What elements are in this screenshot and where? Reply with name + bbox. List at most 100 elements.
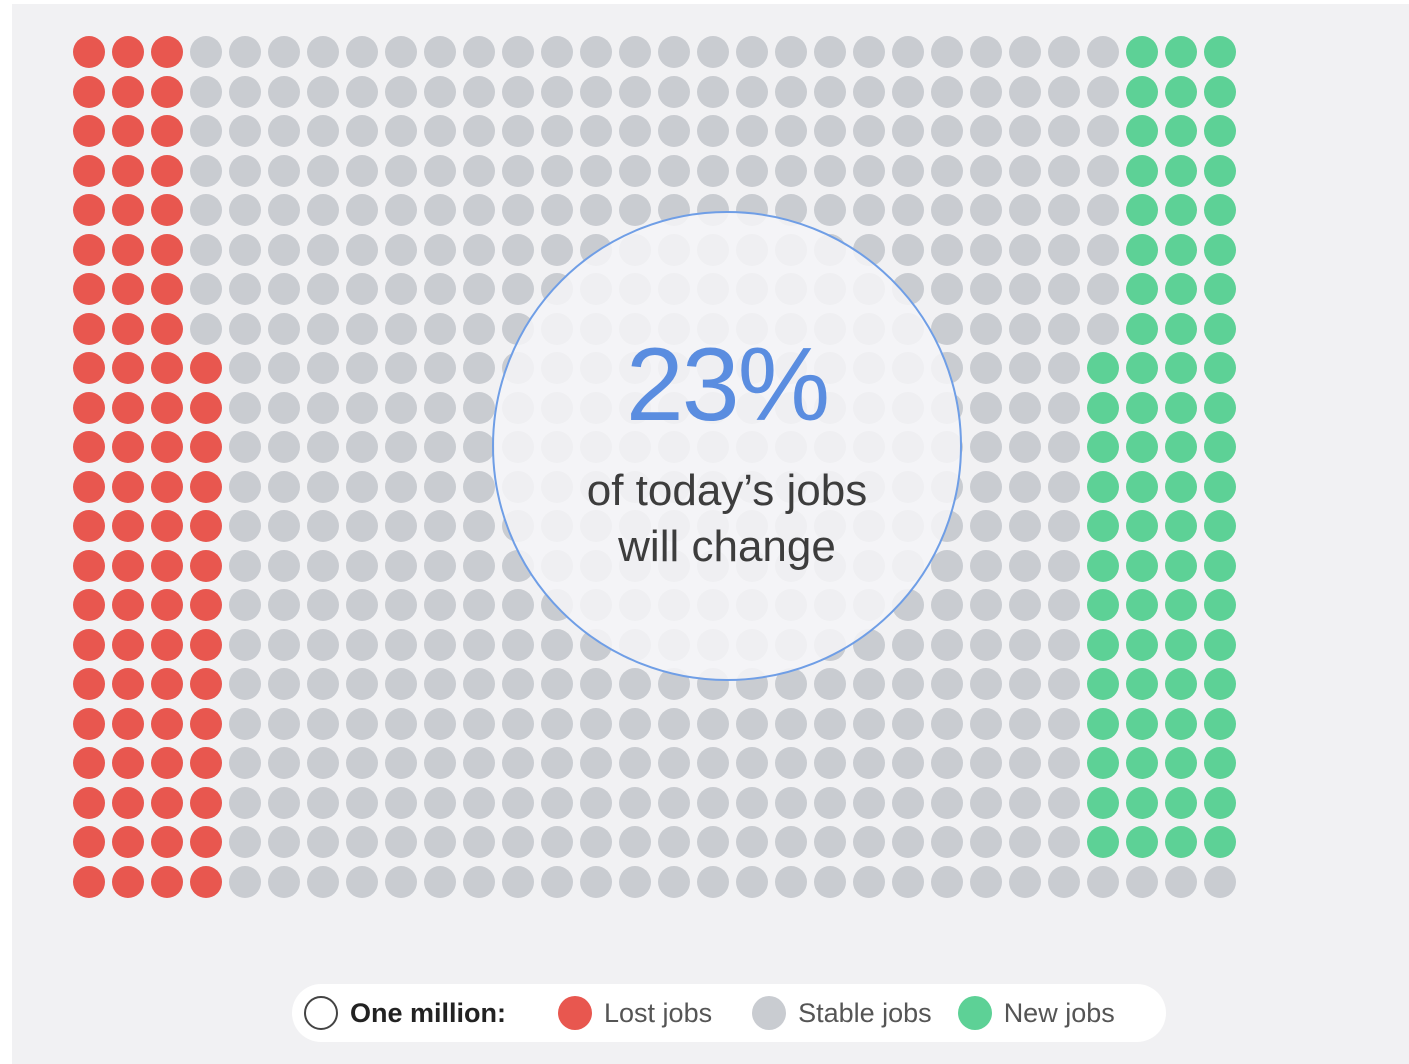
stable-jobs-dot [346, 194, 378, 226]
stable-jobs-dot [502, 708, 534, 740]
stable-jobs-dot [931, 76, 963, 108]
stable-jobs-dot [658, 866, 690, 898]
stable-jobs-dot [580, 155, 612, 187]
new-jobs-dot [1126, 787, 1158, 819]
stable-jobs-dot [1126, 866, 1158, 898]
stable-jobs-dot [970, 668, 1002, 700]
stable-jobs-dot [307, 747, 339, 779]
new-jobs-dot [1204, 668, 1236, 700]
lost-jobs-dot [73, 668, 105, 700]
stable-jobs-dot [1009, 392, 1041, 424]
lost-jobs-dot [112, 431, 144, 463]
lost-jobs-dot [151, 589, 183, 621]
stable-jobs-dot [853, 36, 885, 68]
stable-jobs-dot [346, 550, 378, 582]
new-jobs-dot [1165, 589, 1197, 621]
stable-jobs-dot [775, 36, 807, 68]
stable-jobs-dot [541, 629, 573, 661]
lost-jobs-dot [112, 747, 144, 779]
stable-jobs-dot [268, 471, 300, 503]
stable-jobs-dot [307, 194, 339, 226]
stable-jobs-dot [385, 471, 417, 503]
stable-jobs-dot [463, 352, 495, 384]
stable-jobs-dot [229, 787, 261, 819]
stable-jobs-dot [697, 866, 729, 898]
lost-jobs-dot [112, 510, 144, 542]
stable-jobs-dot [385, 313, 417, 345]
stable-jobs-dot [775, 866, 807, 898]
lost-jobs-dot [151, 115, 183, 147]
stable-jobs-dot [424, 76, 456, 108]
stable-jobs-dot [697, 787, 729, 819]
stable-jobs-dot [502, 826, 534, 858]
stable-jobs-dot [424, 155, 456, 187]
stable-jobs-dot [736, 747, 768, 779]
stable-jobs-dot [697, 155, 729, 187]
stable-jobs-dot [502, 747, 534, 779]
new-jobs-dot [1204, 352, 1236, 384]
stable-jobs-dot [619, 668, 651, 700]
stable-jobs-dot [385, 431, 417, 463]
stable-jobs-dot [580, 115, 612, 147]
new-jobs-dot [1126, 234, 1158, 266]
new-jobs-dot [1165, 510, 1197, 542]
stable-jobs-dot [1087, 234, 1119, 266]
new-jobs-dot [1204, 471, 1236, 503]
headline-percentage: 23% [494, 333, 960, 437]
stable-jobs-dot [775, 76, 807, 108]
stable-jobs-dot [814, 668, 846, 700]
stable-jobs-dot [1009, 36, 1041, 68]
stable-jobs-dot [541, 747, 573, 779]
stable-jobs-dot [229, 866, 261, 898]
stable-jobs-dot [502, 115, 534, 147]
lost-jobs-dot [151, 273, 183, 305]
new-jobs-dot [1126, 392, 1158, 424]
stable-jobs-dot [463, 36, 495, 68]
stable-jobs-dot [268, 589, 300, 621]
stable-jobs-dot [1009, 866, 1041, 898]
lost-jobs-dot [73, 392, 105, 424]
lost-jobs-dot [112, 115, 144, 147]
headline-caption-line-2: will change [554, 519, 900, 575]
stable-jobs-dot [346, 629, 378, 661]
stable-jobs-dot [1048, 431, 1080, 463]
stable-jobs-dot [307, 550, 339, 582]
lost-jobs-dot [190, 708, 222, 740]
lost-jobs-dot [73, 76, 105, 108]
new-jobs-dot [1204, 550, 1236, 582]
new-jobs-dot [1126, 668, 1158, 700]
stable-jobs-dot [853, 708, 885, 740]
stable-jobs-dot [424, 313, 456, 345]
lost-jobs-dot [73, 866, 105, 898]
stable-jobs-dot [307, 352, 339, 384]
stable-jobs-dot [658, 826, 690, 858]
stable-jobs-dot [1204, 866, 1236, 898]
stable-jobs-dot [268, 352, 300, 384]
new-jobs-dot [1204, 115, 1236, 147]
stable-jobs-dot [970, 510, 1002, 542]
new-jobs-dot [1126, 273, 1158, 305]
stable-jobs-dot [1048, 826, 1080, 858]
stable-jobs-dot [1048, 36, 1080, 68]
stable-jobs-dot [346, 115, 378, 147]
lost-jobs-dot [151, 155, 183, 187]
stable-jobs-dot [502, 273, 534, 305]
stable-jobs-dot [853, 76, 885, 108]
stable-jobs-dot [424, 629, 456, 661]
stable-jobs-dot [424, 787, 456, 819]
stable-jobs-dot [307, 431, 339, 463]
stable-jobs-dot [307, 510, 339, 542]
stable-jobs-dot [385, 36, 417, 68]
new-jobs-dot [1204, 629, 1236, 661]
stable-jobs-dot [697, 747, 729, 779]
stable-jobs-dot [1009, 708, 1041, 740]
stable-jobs-dot [814, 826, 846, 858]
new-jobs-dot [1165, 668, 1197, 700]
new-jobs-dot [1087, 708, 1119, 740]
stable-jobs-dot [229, 510, 261, 542]
stable-jobs-dot [1009, 76, 1041, 108]
stable-jobs-dot [424, 668, 456, 700]
lost-jobs-dot [151, 234, 183, 266]
stable-jobs-dot [229, 431, 261, 463]
stable-jobs-dot [1009, 787, 1041, 819]
